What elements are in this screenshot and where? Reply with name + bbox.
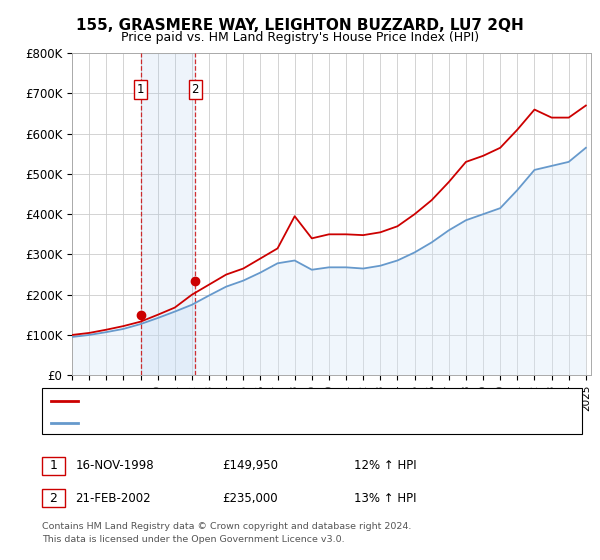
Text: 2: 2 — [49, 492, 58, 505]
Text: 1: 1 — [137, 83, 144, 96]
Text: £235,000: £235,000 — [222, 492, 278, 505]
Text: 2: 2 — [191, 83, 199, 96]
Text: 155, GRASMERE WAY, LEIGHTON BUZZARD, LU7 2QH (detached house): 155, GRASMERE WAY, LEIGHTON BUZZARD, LU7… — [83, 396, 473, 406]
Text: HPI: Average price, detached house, Central Bedfordshire: HPI: Average price, detached house, Cent… — [83, 418, 398, 428]
Text: Contains HM Land Registry data © Crown copyright and database right 2024.
This d: Contains HM Land Registry data © Crown c… — [42, 522, 412, 544]
Text: 21-FEB-2002: 21-FEB-2002 — [76, 492, 151, 505]
Text: 155, GRASMERE WAY, LEIGHTON BUZZARD, LU7 2QH: 155, GRASMERE WAY, LEIGHTON BUZZARD, LU7… — [76, 18, 524, 33]
Text: 12% ↑ HPI: 12% ↑ HPI — [354, 459, 416, 473]
Text: 16-NOV-1998: 16-NOV-1998 — [76, 459, 154, 473]
Text: £149,950: £149,950 — [222, 459, 278, 473]
Bar — [140, 53, 196, 375]
Text: 1: 1 — [49, 459, 58, 473]
Text: 13% ↑ HPI: 13% ↑ HPI — [354, 492, 416, 505]
Text: Price paid vs. HM Land Registry's House Price Index (HPI): Price paid vs. HM Land Registry's House … — [121, 31, 479, 44]
